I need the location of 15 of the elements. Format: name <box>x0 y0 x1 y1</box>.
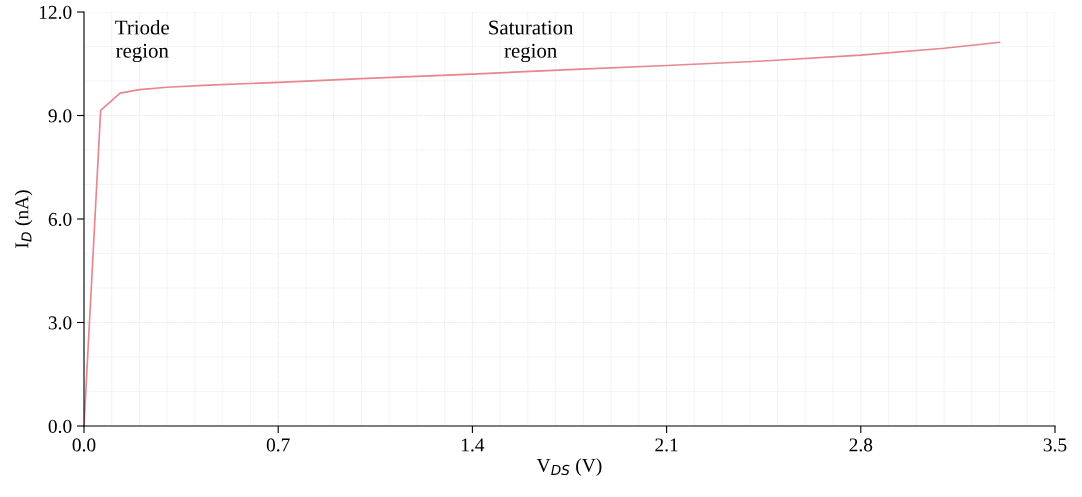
x-tick-label: 3.5 <box>1043 438 1067 452</box>
x-tick-label: 2.8 <box>849 438 873 452</box>
annotation: Saturation region <box>489 20 574 63</box>
annotation: Triode region <box>115 19 169 63</box>
y-tick-label: 3.0 <box>48 316 72 330</box>
x-tick-label: 2.1 <box>655 438 678 452</box>
y-tick-label: 6.0 <box>48 212 72 227</box>
x-tick-label: 1.4 <box>461 438 485 452</box>
y-axis-title: I$_{D}$ (nA) <box>14 190 33 248</box>
y-tick-label: 0.0 <box>48 419 72 434</box>
y-tick-label: 9.0 <box>48 109 72 123</box>
y-tick-label: 12.0 <box>39 5 72 20</box>
x-axis-title: V$_{DS}$ (V) <box>536 458 602 476</box>
x-tick-label: 0.7 <box>266 438 290 452</box>
x-tick-label: 0.0 <box>72 438 96 452</box>
